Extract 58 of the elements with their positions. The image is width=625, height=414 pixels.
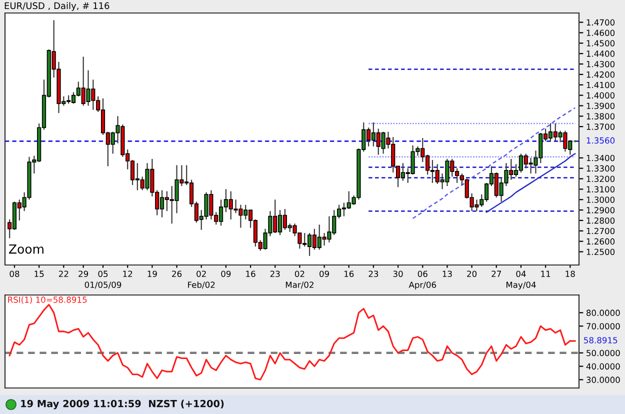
x-tick-label: 18 — [566, 270, 575, 278]
y-tick-label: 1.4500 — [586, 40, 615, 46]
data-label: 58.8915 — [584, 337, 618, 344]
x-tick-label: 08 — [10, 270, 20, 278]
x-tick-label: 09 — [221, 270, 231, 278]
text: 19 May 2009 11:01:59 NZST (+1200) — [21, 400, 224, 410]
x-tick-label: 26 — [172, 270, 182, 278]
y-tick-label: 1.3300 — [586, 165, 615, 172]
y-tick-label: 1.4400 — [586, 50, 615, 57]
x-tick-label: 20 — [467, 270, 477, 278]
x-tick-label: 12 — [123, 270, 132, 277]
y-tick-label: 1.3900 — [586, 102, 615, 110]
chart-title: RSI(1) 10=58.8915 — [8, 296, 87, 304]
y-tick-label: 1.4000 — [586, 92, 615, 99]
y-tick-label: 1.4700 — [586, 19, 615, 26]
y-tick-label: 1.4600 — [586, 30, 615, 36]
y-tick-label: 1.2600 — [586, 238, 615, 245]
y-tick-label: 1.3200 — [586, 176, 615, 182]
x-tick-label: 27 — [492, 270, 501, 277]
x-tick-label: 09 — [320, 270, 329, 278]
y-tick-label: 1.2800 — [586, 217, 615, 224]
line-series — [486, 153, 576, 213]
y-tick-label: 1.4100 — [586, 82, 615, 88]
y-tick-label: 1.2500 — [586, 248, 615, 256]
y-tick-label: 1.3800 — [586, 113, 615, 120]
x-tick-label: 04 May/04 — [506, 270, 536, 290]
x-tick-label: 30 — [393, 270, 403, 278]
y-tick-label: 30.0000 — [586, 376, 620, 383]
y-tick-label: 1.2700 — [586, 228, 615, 234]
line-series — [8, 304, 576, 380]
ref-line-label: 1.3560 — [586, 137, 615, 144]
x-tick-label: 16 — [344, 270, 354, 278]
x-tick-label: 19 — [148, 270, 157, 278]
y-tick-label: 70.0000 — [586, 323, 620, 330]
x-tick-label: 29 — [78, 270, 88, 278]
y-tick-label: 80.0000 — [586, 310, 620, 316]
line-series — [412, 107, 576, 219]
x-tick-label: 11 — [541, 270, 550, 277]
x-tick-label: 06 Apr/06 — [408, 270, 436, 290]
x-tick-label: 23 — [368, 270, 378, 278]
x-tick-label: 13 — [442, 270, 452, 278]
x-tick-label: 22 — [58, 270, 68, 277]
chart-title: EUR/USD , Daily, # 116 — [4, 2, 110, 11]
y-tick-label: 1.3100 — [586, 186, 615, 192]
y-tick-label: 50.0000 — [586, 350, 620, 356]
x-tick-label: 02 Feb/02 — [188, 270, 215, 289]
x-tick-label: 16 — [246, 270, 256, 278]
x-tick-label: 02 Mar/02 — [286, 270, 314, 289]
y-tick-label: 1.3700 — [586, 124, 615, 130]
y-tick-label: 1.3000 — [586, 196, 615, 203]
y-tick-label: 1.4300 — [586, 60, 615, 68]
y-tick-label: 1.3400 — [586, 154, 615, 162]
y-tick-label: 1.4200 — [586, 71, 615, 78]
annotation: Zoom — [9, 244, 44, 254]
x-tick-label: 23 — [270, 270, 280, 278]
y-tick-label: 40.0000 — [586, 363, 620, 370]
y-tick-label: 1.2900 — [586, 207, 615, 214]
x-tick-label: 15 — [34, 270, 44, 278]
